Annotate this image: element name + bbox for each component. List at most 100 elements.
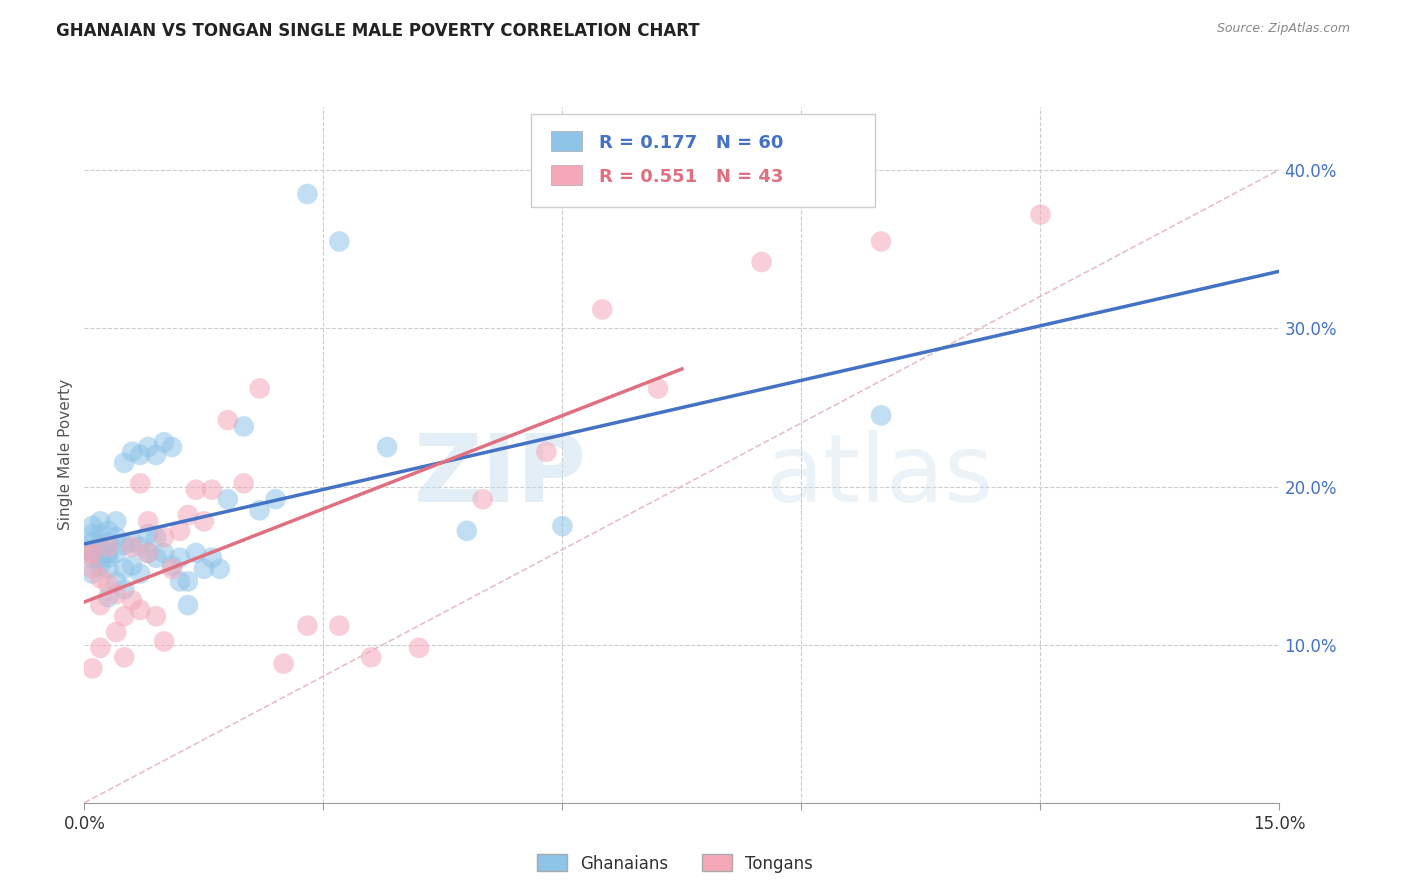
Point [89, 571, 111, 585]
Point [82, 562, 104, 576]
Point [264, 492, 287, 507]
Point [145, 609, 167, 624]
Point [145, 448, 167, 462]
Text: atlas: atlas [766, 430, 994, 522]
Point [136, 527, 159, 541]
Point [160, 558, 183, 573]
Point [232, 476, 254, 491]
Point [249, 382, 271, 396]
Point [136, 514, 159, 528]
Point [112, 456, 135, 470]
Point [184, 546, 207, 560]
Point [408, 640, 430, 655]
Point [121, 558, 143, 573]
Point [217, 492, 239, 507]
Point [145, 550, 167, 565]
Point [647, 382, 669, 396]
Point [129, 476, 152, 491]
Point [217, 413, 239, 427]
Point [456, 524, 478, 538]
Point [97, 591, 120, 605]
Point [97, 546, 120, 560]
Point [177, 598, 200, 612]
Point [89, 538, 111, 552]
Point [160, 562, 183, 576]
Point [89, 640, 111, 655]
Point [169, 574, 191, 589]
Point [105, 546, 128, 560]
Point [82, 546, 104, 560]
Point [77, 542, 100, 557]
Text: Source: ZipAtlas.com: Source: ZipAtlas.com [1216, 22, 1350, 36]
Point [105, 574, 128, 589]
Point [105, 514, 128, 528]
Point [97, 534, 120, 549]
Point [551, 519, 574, 533]
Point [89, 514, 111, 528]
Point [97, 540, 120, 554]
Point [375, 440, 398, 454]
Point [82, 550, 104, 565]
Point [129, 448, 152, 462]
Point [201, 550, 224, 565]
Point [89, 598, 111, 612]
Y-axis label: Single Male Poverty: Single Male Poverty [58, 379, 73, 531]
Legend: Ghanaians, Tongans: Ghanaians, Tongans [530, 847, 820, 880]
Point [121, 444, 143, 458]
Point [145, 530, 167, 544]
Point [201, 483, 224, 497]
Point [232, 419, 254, 434]
Point [153, 634, 176, 648]
Point [136, 440, 159, 454]
Point [153, 435, 176, 450]
Point [471, 492, 494, 507]
Point [82, 566, 104, 581]
Point [129, 566, 152, 581]
Point [160, 440, 183, 454]
Point [360, 650, 382, 665]
Point [136, 546, 159, 560]
Text: GHANAIAN VS TONGAN SINGLE MALE POVERTY CORRELATION CHART: GHANAIAN VS TONGAN SINGLE MALE POVERTY C… [56, 22, 700, 40]
Point [297, 618, 319, 632]
Point [97, 562, 120, 576]
Point [105, 530, 128, 544]
Point [82, 527, 104, 541]
Point [97, 577, 120, 591]
Point [121, 593, 143, 607]
Point [153, 530, 176, 544]
Point [1029, 208, 1052, 222]
Point [112, 650, 135, 665]
Point [591, 302, 613, 317]
Point [89, 558, 111, 573]
Point [121, 540, 143, 554]
Point [177, 574, 200, 589]
Point [153, 546, 176, 560]
Point [82, 534, 104, 549]
Point [177, 508, 200, 522]
Point [208, 562, 231, 576]
Point [97, 550, 120, 565]
Text: ZIP: ZIP [413, 430, 586, 522]
Point [112, 609, 135, 624]
Point [536, 444, 558, 458]
Point [82, 519, 104, 533]
Point [112, 562, 135, 576]
Point [169, 550, 191, 565]
Point [121, 534, 143, 549]
Point [129, 540, 152, 554]
Point [249, 503, 271, 517]
Point [328, 235, 350, 249]
Point [89, 527, 111, 541]
Point [112, 538, 135, 552]
Point [193, 514, 215, 528]
Point [112, 582, 135, 597]
Point [82, 546, 104, 560]
Point [136, 546, 159, 560]
Text: R = 0.551   N = 43: R = 0.551 N = 43 [599, 168, 783, 186]
Point [77, 546, 100, 560]
Text: R = 0.177   N = 60: R = 0.177 N = 60 [599, 134, 783, 152]
Point [870, 235, 893, 249]
Point [297, 186, 319, 201]
Point [184, 483, 207, 497]
Point [870, 409, 893, 423]
